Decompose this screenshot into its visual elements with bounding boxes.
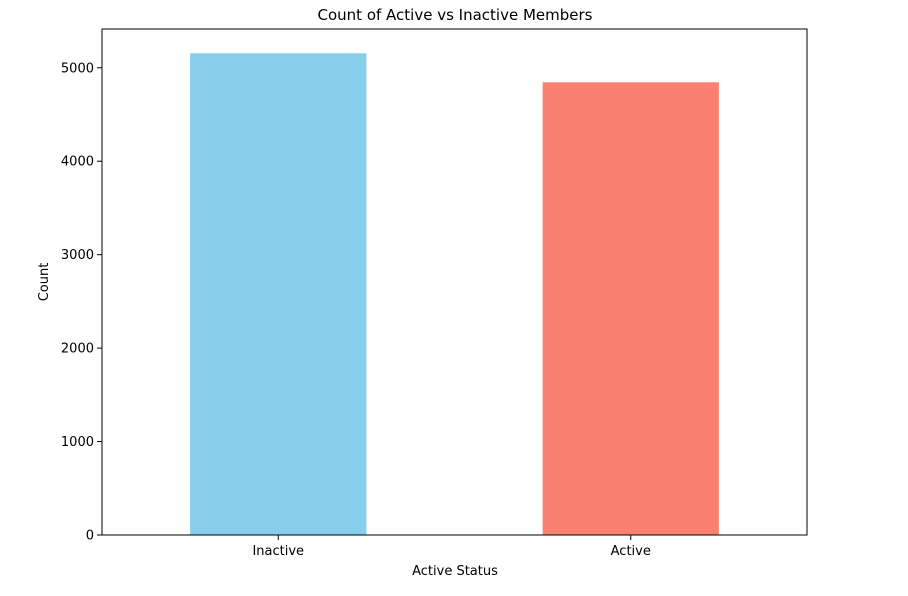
y-tick-label: 1000 (61, 435, 94, 450)
y-axis-label: Count (37, 263, 52, 302)
x-axis-ticks: Inactive Active (252, 535, 651, 559)
y-tick-label: 5000 (61, 61, 94, 76)
y-tick-label: 3000 (61, 248, 94, 263)
y-tick-label: 2000 (61, 342, 94, 357)
x-tick-label: Active (611, 544, 651, 559)
bar-active (542, 82, 719, 536)
x-axis-label: Active Status (412, 564, 498, 579)
y-axis-ticks: 0 1000 2000 3000 4000 5000 (61, 61, 102, 544)
y-tick-label: 4000 (61, 155, 94, 170)
x-tick-label: Inactive (252, 544, 304, 559)
plot-frame (101, 28, 808, 536)
bar-inactive (190, 53, 367, 536)
y-tick-label: 0 (86, 529, 94, 544)
bars-group (190, 53, 719, 536)
chart-title: Count of Active vs Inactive Members (318, 6, 593, 24)
